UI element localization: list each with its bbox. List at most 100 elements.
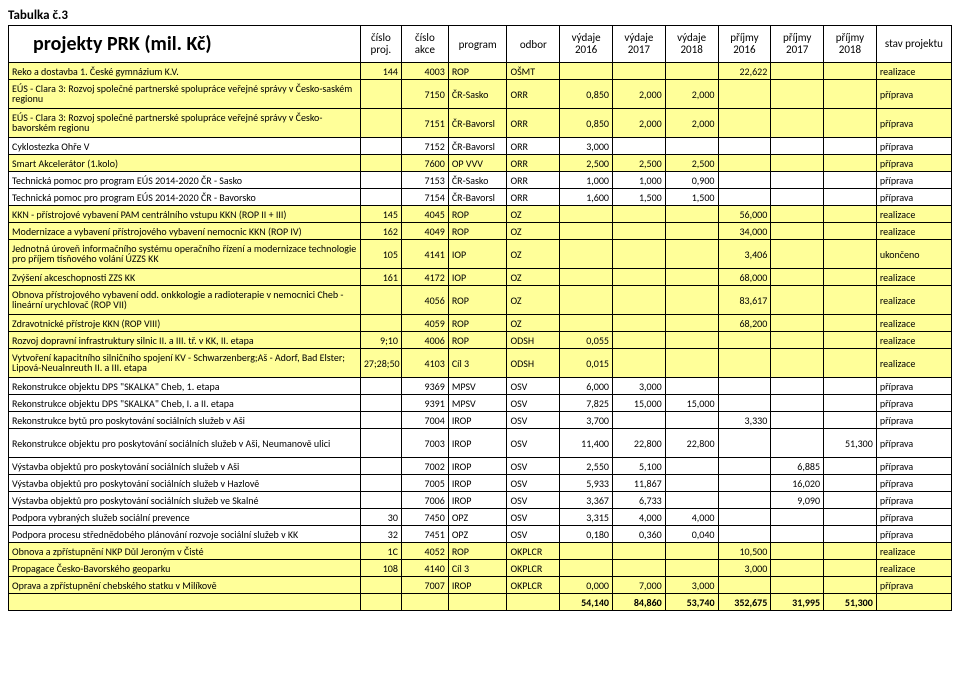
cell: 2,000 xyxy=(612,109,665,138)
cell xyxy=(560,315,613,332)
cell: příprava xyxy=(876,109,951,138)
cell xyxy=(612,63,665,80)
cell-name: Rozvoj dopravní infrastruktury silnic II… xyxy=(9,332,361,349)
cell: 7,825 xyxy=(560,395,613,412)
cell: Cíl 3 xyxy=(448,349,507,378)
cell-name: Obnova a zpřístupnění NKP Důl Jeroným v … xyxy=(9,543,361,560)
cell xyxy=(665,269,718,286)
cell xyxy=(824,206,877,223)
cell-name: Modernizace a vybavení přístrojového vyb… xyxy=(9,223,361,240)
cell: 5,933 xyxy=(560,475,613,492)
cell xyxy=(360,172,401,189)
cell: 4056 xyxy=(401,286,448,315)
cell xyxy=(360,109,401,138)
cell: OZ xyxy=(507,240,560,269)
cell: 2,000 xyxy=(665,109,718,138)
cell: 7004 xyxy=(401,412,448,429)
cell xyxy=(718,172,771,189)
cell: ORR xyxy=(507,109,560,138)
cell: 4172 xyxy=(401,269,448,286)
totals-cell xyxy=(360,594,401,611)
cell: 6,000 xyxy=(560,378,613,395)
cell xyxy=(824,80,877,109)
cell: OPZ xyxy=(448,509,507,526)
cell xyxy=(665,138,718,155)
table-row: Rekonstrukce objektu DPS "SKALKA" Cheb, … xyxy=(9,378,952,395)
cell: 1,600 xyxy=(560,189,613,206)
cell xyxy=(824,286,877,315)
cell: ROP xyxy=(448,206,507,223)
table-row: Rozvoj dopravní infrastruktury silnic II… xyxy=(9,332,952,349)
cell xyxy=(665,492,718,509)
cell: realizace xyxy=(876,286,951,315)
cell xyxy=(824,223,877,240)
cell: 7152 xyxy=(401,138,448,155)
header-col: příjmy 2018 xyxy=(824,26,877,63)
cell xyxy=(718,349,771,378)
cell xyxy=(771,138,824,155)
cell: OSV xyxy=(507,378,560,395)
cell-name: Rekonstrukce objektu pro poskytování soc… xyxy=(9,429,361,458)
cell: 7007 xyxy=(401,577,448,594)
cell xyxy=(718,80,771,109)
cell xyxy=(771,526,824,543)
cell xyxy=(665,240,718,269)
cell xyxy=(824,395,877,412)
cell: IOP xyxy=(448,269,507,286)
cell xyxy=(824,172,877,189)
cell: IROP xyxy=(448,412,507,429)
header-col: příjmy 2016 xyxy=(718,26,771,63)
cell xyxy=(824,577,877,594)
cell: 4052 xyxy=(401,543,448,560)
cell: příprava xyxy=(876,526,951,543)
cell: příprava xyxy=(876,509,951,526)
table-row: Podpora procesu střednědobého plánování … xyxy=(9,526,952,543)
cell: OŠMT xyxy=(507,63,560,80)
table-row: Oprava a zpřístupnění chebského statku v… xyxy=(9,577,952,594)
header-row: projekty PRK (mil. Kč) číslo proj. číslo… xyxy=(9,26,952,63)
table-row: Zdravotnické přístroje KKN (ROP VIII)405… xyxy=(9,315,952,332)
header-col: výdaje 2016 xyxy=(560,26,613,63)
cell xyxy=(665,332,718,349)
cell xyxy=(824,349,877,378)
cell: ČR-Bavorsl xyxy=(448,138,507,155)
cell: příprava xyxy=(876,412,951,429)
table-body: Reko a dostavba 1. České gymnázium K.V.1… xyxy=(9,63,952,611)
cell: 15,000 xyxy=(612,395,665,412)
cell xyxy=(360,475,401,492)
cell xyxy=(360,286,401,315)
cell: realizace xyxy=(876,349,951,378)
cell: OSV xyxy=(507,526,560,543)
cell xyxy=(665,286,718,315)
header-col: stav projektu xyxy=(876,26,951,63)
cell: 7002 xyxy=(401,458,448,475)
cell: 22,800 xyxy=(612,429,665,458)
cell: IROP xyxy=(448,492,507,509)
cell: ODSH xyxy=(507,349,560,378)
cell: OKPLCR xyxy=(507,543,560,560)
cell: ukončeno xyxy=(876,240,951,269)
cell xyxy=(824,240,877,269)
cell: 2,550 xyxy=(560,458,613,475)
cell xyxy=(665,458,718,475)
cell: realizace xyxy=(876,560,951,577)
cell xyxy=(360,395,401,412)
cell: 1,500 xyxy=(665,189,718,206)
cell xyxy=(824,492,877,509)
cell xyxy=(824,458,877,475)
cell: příprava xyxy=(876,378,951,395)
cell xyxy=(665,560,718,577)
cell: IROP xyxy=(448,458,507,475)
totals-cell xyxy=(9,594,361,611)
cell-name: Smart Akcelerátor (1.kolo) xyxy=(9,155,361,172)
cell xyxy=(824,509,877,526)
cell: Cíl 3 xyxy=(448,560,507,577)
projects-table: projekty PRK (mil. Kč) číslo proj. číslo… xyxy=(8,25,952,611)
cell xyxy=(560,223,613,240)
cell: 1,500 xyxy=(612,189,665,206)
cell: 4,000 xyxy=(612,509,665,526)
table-row: KKN - přístrojové vybavení PAM centrální… xyxy=(9,206,952,223)
cell: příprava xyxy=(876,395,951,412)
totals-cell: 352,675 xyxy=(718,594,771,611)
cell xyxy=(612,138,665,155)
